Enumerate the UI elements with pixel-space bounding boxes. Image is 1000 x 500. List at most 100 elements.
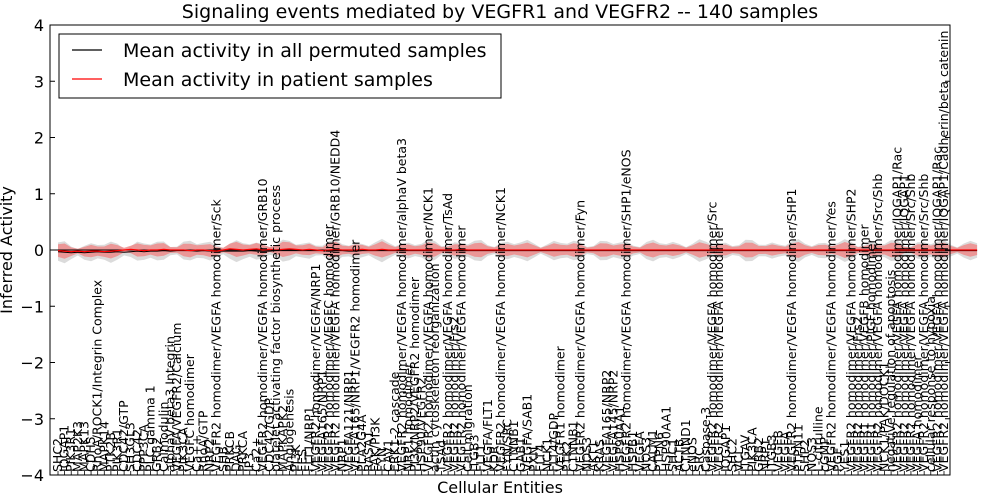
x-tick-label: VEGFR1 homodimer/VEGFB homodimer	[857, 224, 872, 472]
x-tick-label: VEGFA	[632, 431, 647, 472]
x-tick-label: PTK2B	[103, 432, 118, 472]
series-line-patient	[57, 248, 978, 253]
x-tick-label: FLT4/GDP	[546, 412, 561, 472]
x-tick-label: FLT4	[533, 444, 548, 472]
x-tick-label: NOS3	[804, 437, 819, 472]
x-tick-label: HSPB1	[625, 431, 640, 472]
x-tick-label: PXN	[526, 447, 541, 472]
x-tick-label: SH3GL3	[123, 422, 138, 472]
x-tick-label: PPP3CA	[136, 424, 151, 472]
x-tick-label: VEGFA homodimer	[910, 355, 925, 472]
x-tick-label: CDC42/GDP	[262, 397, 277, 472]
x-tick-label: VEGFC homodimer	[182, 353, 197, 472]
x-tick-label: VEGFA165/NRP1	[315, 370, 330, 472]
x-tick-label: platelet activating factor biosynthetic …	[268, 185, 283, 472]
x-tick-label: VEGFR2 homodimer/VEGFA homodimer/NCK1	[420, 187, 435, 472]
x-tick-label: HSP90AA1	[658, 406, 673, 472]
x-tick-label: VEGFR2 homodimer/VEGFA homodimer/IQGAP1	[896, 174, 911, 472]
x-tick-label: VEGFR2 homodimer/VEGFA homodimer/TsAd	[440, 193, 455, 472]
x-tick-label: ACTB	[672, 439, 687, 472]
x-tick-label: ITGB3	[764, 434, 779, 472]
y-tick-label: 1	[34, 185, 44, 204]
x-tick-label: PI3K/NRP2/VEGFR2 homodimer	[407, 276, 422, 472]
x-tick-label: NOS3	[639, 437, 654, 472]
legend-label-permuted: Mean activity in all permuted samples	[123, 40, 486, 62]
x-tick-label: HSP90AA1	[612, 406, 627, 472]
x-tick-label: VEGFR2 homodimer/VEGFA homodimer/Src/Shb	[903, 174, 918, 472]
x-tick-label: PRKCA	[235, 431, 250, 472]
x-tick-label: SHP2	[797, 439, 812, 472]
x-tick-label: VEGFR2 homodimer/VEGFA homodimer	[453, 225, 468, 472]
x-tick-label: VEGFR2 homodimer/VEGFA homodimer/alphaV …	[394, 138, 409, 472]
y-tick-label: 4	[34, 16, 44, 35]
x-tick-label: VEGFR2 homodimer/VEGFA homodimer/NCK1	[493, 187, 508, 472]
x-tick-label: MAPK13	[76, 421, 91, 472]
x-tick-label: IQGAP1	[718, 425, 733, 472]
x-tick-label: IQGAP1	[57, 425, 72, 472]
x-tick-label: cGMP	[817, 437, 832, 472]
x-tick-label: Cell migration	[460, 384, 475, 472]
x-tick-label: MAPKAPK2	[275, 405, 290, 472]
x-tick-label: RhoA/ROCK1/Integrin Complex	[90, 280, 105, 472]
x-tick-label: VEGFR2 homodimer/VEGFC homodimer	[321, 223, 336, 472]
x-tick-label: YES1	[837, 441, 852, 473]
x-tick-label: CTNNB1	[506, 420, 521, 472]
x-tick-label: NRP1 homodimer	[400, 362, 415, 472]
x-tick-label: ERK1-2 cascade	[387, 371, 402, 472]
x-axis-category-labels: SHC2IQGAP1PIK3R1MAP2K3MAPK13CDH5RhoA/ROC…	[50, 31, 951, 475]
x-tick-label: CAV1	[381, 439, 396, 472]
legend-box	[58, 33, 502, 99]
x-tick-label: FYN	[374, 448, 389, 472]
x-tick-label: NRP1	[758, 438, 773, 472]
x-tick-label: SHC2	[724, 438, 739, 472]
x-tick-label: VEGFR2 homodimer/VEGFA homodimer/IQGAP1/…	[936, 31, 951, 472]
x-tick-label: ITGB3	[467, 434, 482, 472]
x-tick-label: MAP2K3	[70, 421, 85, 472]
x-tick-label: negative regulation of apoptosis	[883, 270, 898, 472]
x-tick-label: PGF	[830, 448, 845, 472]
x-tick-label: Caspase-3	[698, 407, 713, 472]
x-tick-label: VEGFR2 homodimer/VEGFA homodimer	[711, 225, 726, 472]
x-tick-label: VEGFA/VEGFR2/Calcium	[169, 323, 184, 472]
x-tick-label: VEGFA121/NRP1	[341, 370, 356, 472]
x-tick-label: VEGFR2 homodimer/VEGFA homodimer/Src/Shb	[870, 174, 885, 472]
x-tick-label: VEGFR2 homodimer/VEGFA homodimer/GRB10/N…	[328, 130, 343, 472]
x-tick-label: PLC gamma 1	[143, 385, 158, 472]
x-tick-label: VEGFR2 homodimer/Frs2	[447, 316, 462, 472]
x-tick-label: PIK3R1	[110, 428, 125, 472]
x-tick-label: TSAd	[434, 440, 449, 473]
x-tick-label: GRB2	[751, 437, 766, 472]
x-tick-label: VEGFA145/NRP2	[605, 370, 620, 472]
x-tick-label: PTK2	[559, 441, 574, 472]
y-tick-label: 2	[34, 129, 44, 148]
x-tick-label: CDC42	[129, 429, 144, 472]
x-tick-label: CDH5	[83, 436, 98, 472]
x-tick-label: VEGFR2 homodimer/VEGFA homodimer/Src/Shb	[916, 174, 931, 472]
x-tick-label: CALM1	[645, 429, 660, 472]
legend: Mean activity in all permuted samples Me…	[58, 33, 502, 99]
x-tick-label: CTNND1	[678, 419, 693, 472]
x-tick-label: VEGFR2 homodimer/VEGFA homodimer/Yes	[824, 201, 839, 472]
x-tick-label: eNOS	[685, 437, 700, 472]
x-tick-label: Ca2+	[248, 437, 263, 472]
x-tick-label: PTPN11	[791, 424, 806, 472]
x-tick-label: SHB	[215, 446, 230, 472]
x-tick-label: RASA1	[361, 431, 376, 472]
x-tick-label: PIK3R1	[63, 428, 78, 472]
series-lines	[57, 248, 978, 254]
x-tick-label: VEGFA165/NRP2	[599, 370, 614, 472]
y-tick-label: 3	[34, 72, 44, 91]
x-tick-label: RhoA/GTP	[196, 410, 211, 472]
x-tick-label: VEGFR2 homodimer/VEGFA/NRP1	[308, 264, 323, 472]
x-tick-label: GAB1	[513, 437, 528, 472]
x-tick-label: VEGFR2 homodimer/VEGFA homodimer/Fyn	[572, 200, 587, 472]
x-tick-label: VEGFR2 homodimer/VEGFA homodimer/SHP1	[784, 188, 799, 472]
x-tick-label: VEGFA	[777, 431, 792, 472]
x-tick-label: cellular response to hypoxia	[923, 296, 938, 472]
x-tick-label: KDR	[486, 445, 501, 472]
x-tick-label: SHC2	[50, 438, 65, 472]
x-tick-label: VCL	[731, 448, 746, 472]
x-tick-label: IP3	[242, 453, 257, 472]
x-tick-label: VEGFR2 homodimer/VEGFA homodimer/GRB10	[255, 178, 270, 472]
